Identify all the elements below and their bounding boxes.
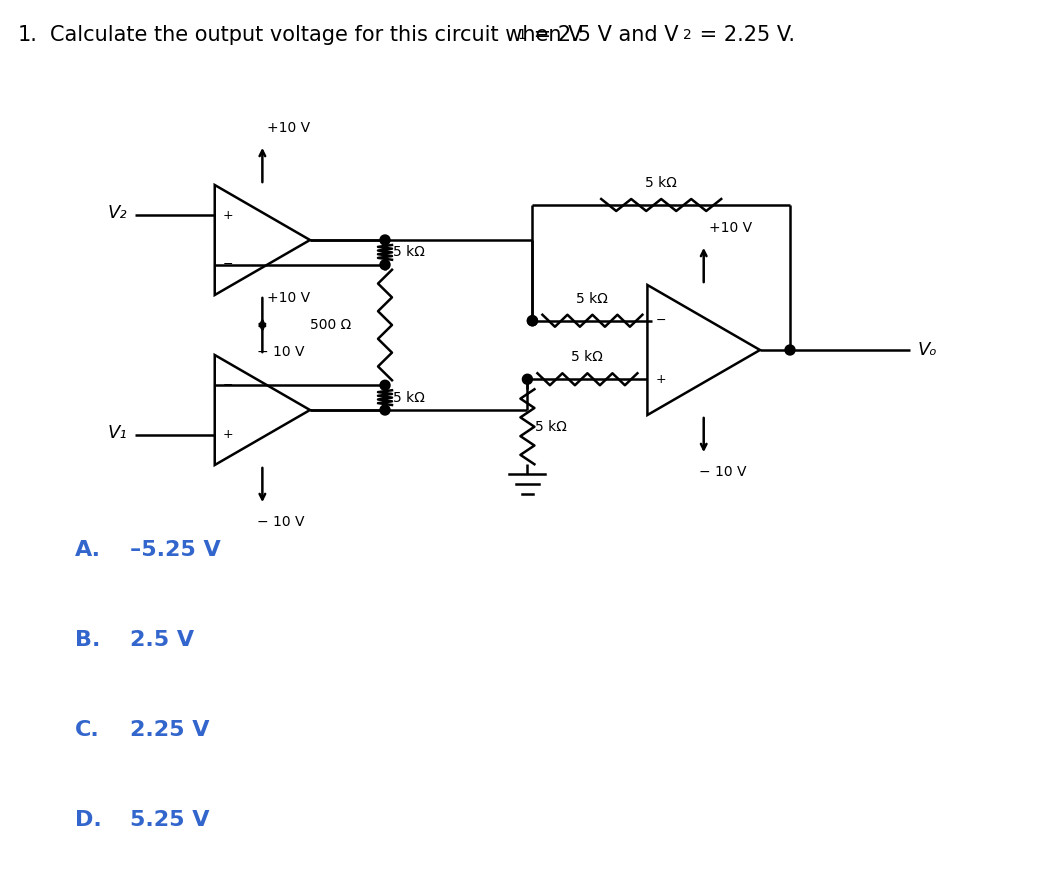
Text: +10 V: +10 V [267,291,311,305]
Circle shape [528,316,537,326]
Circle shape [528,316,537,326]
Text: 2: 2 [683,28,692,42]
Circle shape [379,235,390,245]
Text: 5.25 V: 5.25 V [130,810,210,830]
Text: 5 kΩ: 5 kΩ [577,292,608,305]
Text: 500 Ω: 500 Ω [310,318,351,332]
Text: V₁: V₁ [107,424,127,442]
Text: 5 kΩ: 5 kΩ [393,391,425,405]
Circle shape [379,260,390,270]
Circle shape [785,345,795,355]
Text: −: − [656,314,667,327]
Text: = 2.5 V and V: = 2.5 V and V [527,25,678,45]
Text: 5 kΩ: 5 kΩ [571,350,603,364]
Text: +: + [223,209,233,222]
Text: Calculate the output voltage for this circuit when V: Calculate the output voltage for this ci… [50,25,582,45]
Circle shape [379,405,390,415]
Text: − 10 V: − 10 V [258,345,305,359]
Text: +10 V: +10 V [267,121,311,135]
Text: Vₒ: Vₒ [918,341,938,359]
Text: 5 kΩ: 5 kΩ [646,176,677,190]
Text: = 2.25 V.: = 2.25 V. [693,25,795,45]
Text: −: − [223,258,233,271]
Circle shape [523,374,532,385]
Text: 5 kΩ: 5 kΩ [535,420,567,434]
Text: A.: A. [75,540,101,560]
Text: V₂: V₂ [107,204,127,223]
Circle shape [379,380,390,390]
Text: B.: B. [75,630,101,650]
Text: C.: C. [75,720,100,740]
Text: − 10 V: − 10 V [699,465,746,479]
Text: 2.5 V: 2.5 V [130,630,194,650]
Text: +: + [223,429,233,441]
Text: − 10 V: − 10 V [258,515,305,529]
Text: –5.25 V: –5.25 V [130,540,220,560]
Text: −: − [223,378,233,392]
Text: 1.: 1. [18,25,38,45]
Text: +: + [656,373,667,385]
Text: 2.25 V: 2.25 V [130,720,210,740]
Text: 5 kΩ: 5 kΩ [393,246,425,260]
Text: +10 V: +10 V [709,221,752,235]
Text: D.: D. [75,810,102,830]
Text: 1: 1 [517,28,526,42]
